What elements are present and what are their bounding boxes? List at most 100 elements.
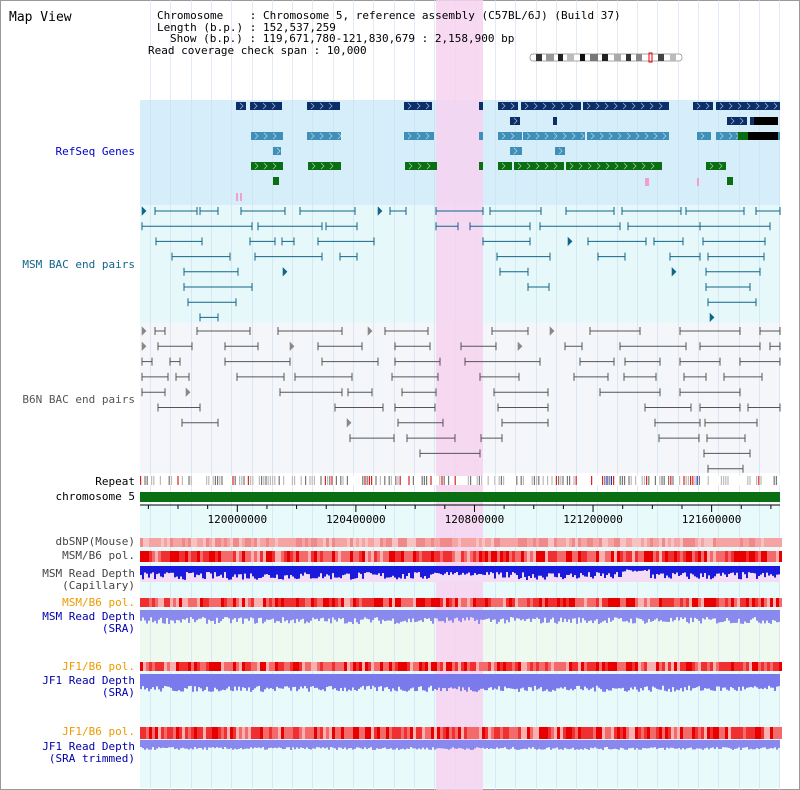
- refseq-gene-0-7[interactable]: [583, 102, 669, 110]
- b6n-bac-pair-8-0[interactable]: [419, 449, 481, 458]
- refseq-gene-2-7[interactable]: [697, 132, 711, 140]
- chromosome-bar[interactable]: [140, 492, 780, 502]
- b6n-bac-pair-5-5[interactable]: [699, 403, 741, 412]
- msm-b6-pol-label-2[interactable]: MSM/B6 pol.: [62, 596, 135, 609]
- b6n-bac-pair-3-5[interactable]: [479, 372, 520, 381]
- msm-bac-pair-3-5[interactable]: [669, 252, 701, 261]
- b6n-bac-pair-6-2[interactable]: [397, 418, 444, 427]
- msm-bac-pair-6-1[interactable]: [707, 298, 757, 307]
- b6n-bac-pair-1-4[interactable]: [317, 342, 363, 351]
- b6n-bac-pair-7-1[interactable]: [406, 434, 456, 443]
- msm-bac-pair-1-4[interactable]: [469, 222, 531, 231]
- b6n-bac-pair-6-5[interactable]: [704, 418, 758, 427]
- b6n-bac-pair-3-9[interactable]: [723, 372, 763, 381]
- b6n-bac-pair-7-4[interactable]: [706, 434, 746, 443]
- b6n-bac-pair-0-10[interactable]: [759, 327, 781, 335]
- b6n-bac-pair-5-0[interactable]: [157, 403, 201, 412]
- msm-bac-pair-4-4[interactable]: [705, 267, 761, 276]
- b6n-bac-pair-6-3[interactable]: [501, 418, 549, 427]
- msm-bac-pair-3-2[interactable]: [339, 252, 358, 261]
- refseq-gene-2-2[interactable]: [404, 132, 434, 140]
- msm-bac-pair-0-9[interactable]: [565, 207, 615, 215]
- msm-bac-pair-1-1[interactable]: [257, 222, 323, 231]
- b6n-bac-pair-1-10[interactable]: [699, 342, 761, 351]
- b6n-bac-pair-6-0[interactable]: [181, 418, 219, 427]
- msm-bac-pair-5-0[interactable]: [183, 283, 253, 291]
- msm-bac-pair-3-0[interactable]: [171, 252, 231, 261]
- msm-bac-pair-0-0[interactable]: [141, 206, 147, 216]
- b6n-bac-pair-7-3[interactable]: [658, 434, 700, 443]
- dbsnp-label[interactable]: dbSNP(Mouse): [55, 535, 135, 548]
- b6n-bac-pair-2-1[interactable]: [169, 357, 181, 366]
- b6n-bac-pair-2-3[interactable]: [321, 357, 379, 366]
- b6n-bac-pair-4-6[interactable]: [599, 388, 661, 397]
- refseq-gene-2-3[interactable]: [479, 132, 483, 140]
- refseq-gene-2-0[interactable]: [251, 132, 283, 140]
- b6n-bac-pair-0-7[interactable]: [549, 326, 555, 336]
- refseq-pseudo[interactable]: [645, 178, 649, 186]
- refseq-gene-4-1[interactable]: [308, 162, 341, 170]
- msm-bac-pair-1-6[interactable]: [627, 222, 701, 231]
- refseq-gene-black[interactable]: [754, 117, 778, 125]
- msm-bac-pair-6-0[interactable]: [187, 298, 237, 307]
- b6n-bac-pair-2-9[interactable]: [739, 357, 781, 366]
- msm-bac-pair-0-8[interactable]: [489, 207, 542, 215]
- refseq-pseudo[interactable]: [236, 193, 238, 201]
- repeat-track[interactable]: [140, 476, 780, 485]
- refseq-gene-4-5[interactable]: [514, 162, 564, 170]
- chromosome-label[interactable]: chromosome 5: [55, 490, 135, 503]
- msm-bac-pair-2-1[interactable]: [249, 237, 276, 246]
- b6n-bac-pair-0-2[interactable]: [196, 327, 251, 335]
- msm-bac-pair-1-3[interactable]: [435, 222, 459, 231]
- refseq-gene-1-0[interactable]: [510, 117, 520, 125]
- refseq-gene-0-2[interactable]: [307, 102, 340, 110]
- b6n-bac-pair-0-8[interactable]: [589, 327, 641, 335]
- msm-bac-pair-2-4[interactable]: [482, 237, 531, 246]
- b6n-bac-pair-5-3[interactable]: [497, 403, 549, 412]
- b6n-bac-pair-4-5[interactable]: [493, 388, 549, 397]
- refseq-gene-4-4[interactable]: [498, 162, 512, 170]
- refseq-gene-3-0[interactable]: [273, 147, 281, 155]
- jf1-read-depth-sra[interactable]: [140, 674, 780, 692]
- msm-bac-pair-2-7[interactable]: [653, 237, 684, 246]
- b6n-bac-pair-1-6[interactable]: [460, 342, 497, 351]
- msm-bac-pair-1-7[interactable]: [699, 222, 771, 231]
- msm-bac-pair-4-1[interactable]: [282, 267, 288, 277]
- selected-region-highlight[interactable]: [436, 0, 483, 790]
- refseq-gene-green-2[interactable]: [738, 132, 748, 140]
- refseq-gene-0-1[interactable]: [250, 102, 282, 110]
- b6n-bac-pair-2-6[interactable]: [579, 357, 615, 366]
- dbsnp-heat-strip[interactable]: [140, 538, 782, 547]
- msm-b6-pol-strip-1[interactable]: [140, 551, 782, 562]
- jf1-b6-pol-strip-1[interactable]: [140, 662, 782, 671]
- b6n-bac-pair-1-7[interactable]: [517, 341, 523, 352]
- b6n-bac-pair-2-8[interactable]: [679, 357, 721, 366]
- msm-bac-pair-2-6[interactable]: [587, 237, 647, 246]
- msm-b6-pol-label-1[interactable]: MSM/B6 pol.: [62, 549, 135, 562]
- msm-read-depth-sra-label[interactable]: MSM Read Depth (SRA): [42, 611, 135, 635]
- b6n-bac-pair-0-9[interactable]: [679, 327, 741, 335]
- refseq-gene-0-8[interactable]: [693, 102, 713, 110]
- refseq-gene-0-3[interactable]: [404, 102, 432, 110]
- msm-bac-pair-1-0[interactable]: [141, 222, 253, 231]
- msm-bac-pair-0-1[interactable]: [154, 207, 198, 215]
- b6n-bac-pair-3-3[interactable]: [294, 372, 353, 381]
- refseq-gene-1-1[interactable]: [553, 117, 557, 125]
- refseq-pseudo[interactable]: [240, 193, 242, 201]
- b6n-bac-pair-3-8[interactable]: [683, 372, 707, 381]
- b6n-bac-pair-3-1[interactable]: [175, 372, 190, 381]
- msm-bac-pair-0-12[interactable]: [755, 207, 781, 215]
- msm-bac-pair-7-1[interactable]: [709, 312, 715, 323]
- b6n-bac-pair-4-1[interactable]: [185, 387, 191, 397]
- msm-bac-pair-1-2[interactable]: [325, 222, 358, 231]
- refseq-gene-black-2[interactable]: [748, 132, 778, 140]
- refseq-gene-2-5[interactable]: [523, 132, 585, 140]
- refseq-gene-4-2[interactable]: [405, 162, 437, 170]
- refseq-gene-5-0[interactable]: [273, 177, 279, 185]
- msm-bac-pair-2-8[interactable]: [702, 237, 766, 246]
- refseq-gene-4-6[interactable]: [566, 162, 662, 170]
- msm-bac-pair-4-0[interactable]: [183, 267, 239, 276]
- b6n-bac-pair-1-11[interactable]: [769, 342, 781, 351]
- b6n-bac-pair-7-2[interactable]: [480, 434, 503, 443]
- msm-read-depth-capillary[interactable]: [140, 566, 780, 582]
